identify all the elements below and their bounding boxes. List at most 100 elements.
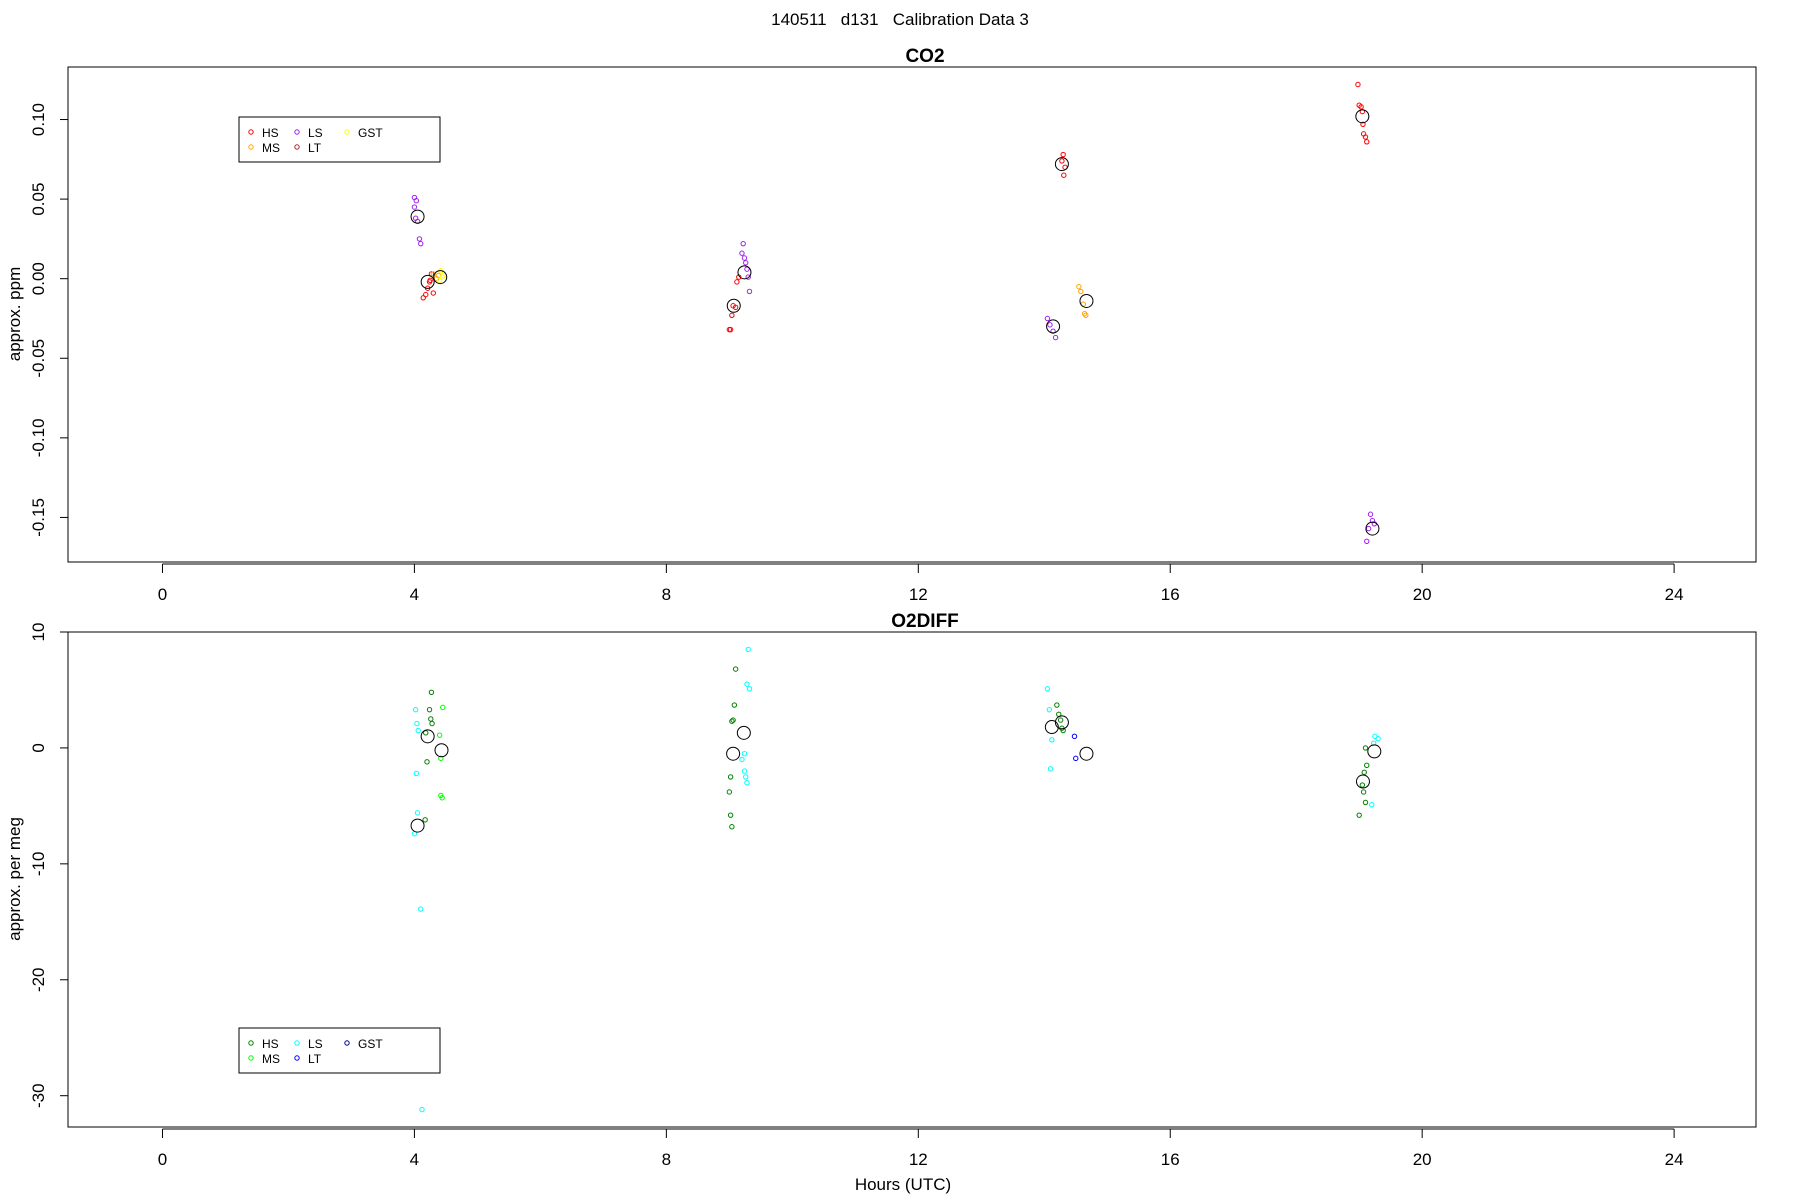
o2diff-legend-label-ms: MS bbox=[262, 1052, 280, 1066]
co2-y-axis: -0.15 -0.10 -0.05 0.00 0.05 0.10 bbox=[29, 103, 69, 537]
co2-point-hs bbox=[423, 291, 429, 298]
o2diff-legend-label-ls: LS bbox=[308, 1037, 323, 1051]
o2diff-point-hs bbox=[422, 817, 428, 823]
o2diff-point-ls bbox=[413, 770, 420, 777]
co2-point-hs bbox=[1059, 158, 1065, 164]
co2-legend-label-ls: LS bbox=[308, 126, 323, 140]
o2diff-point-ls bbox=[415, 727, 421, 734]
o2diff-point-ls bbox=[739, 756, 745, 763]
o2diff-panel: O2DIFF approx. per meg Hours (UTC) 0 4 8 12… bbox=[5, 611, 1757, 1194]
co2-point-ms bbox=[1083, 312, 1089, 318]
co2-y-tick-label: -0.15 bbox=[29, 498, 48, 537]
o2diff-point-hs bbox=[424, 759, 430, 765]
o2diff-legend-label-hs: HS bbox=[262, 1037, 279, 1051]
o2diff-point-ls bbox=[414, 810, 421, 816]
o2diff-point-hs bbox=[1362, 745, 1369, 751]
co2-point-ls bbox=[740, 240, 746, 247]
co2-x-tick-label: 0 bbox=[158, 585, 167, 604]
o2diff-y-axis: -30 -20 -10 0 10 bbox=[29, 623, 69, 1108]
co2-point-hs bbox=[732, 304, 739, 311]
co2-point-ls bbox=[741, 255, 748, 261]
o2diff-point-hs bbox=[1356, 812, 1362, 818]
o2diff-legend-swatch-lt bbox=[294, 1055, 300, 1061]
o2diff-mean-marker bbox=[736, 725, 751, 740]
o2diff-mean-markers bbox=[410, 715, 1382, 833]
o2diff-point-hs bbox=[730, 717, 736, 723]
o2diff-point-hs bbox=[729, 824, 735, 830]
co2-data-points bbox=[411, 81, 1378, 545]
co2-point-gst bbox=[439, 274, 445, 280]
o2diff-point-hs bbox=[423, 730, 429, 736]
co2-panel: CO2 approx. ppm 0 4 8 12 16 20 24 -0.15-0.10-0… bbox=[5, 46, 1757, 604]
co2-y-tick-label: 0.10 bbox=[29, 103, 48, 136]
co2-point-ls bbox=[1052, 334, 1059, 341]
o2diff-point-hs bbox=[1364, 762, 1370, 769]
o2diff-point-ls bbox=[746, 686, 753, 692]
o2diff-mean-marker bbox=[1054, 715, 1069, 730]
co2-mean-marker bbox=[1046, 319, 1061, 334]
co2-point-hs bbox=[729, 312, 735, 318]
co2-x-tick-label: 16 bbox=[1161, 585, 1180, 604]
co2-x-tick-label: 20 bbox=[1413, 585, 1432, 604]
o2diff-point-hs bbox=[726, 789, 733, 795]
co2-point-hs bbox=[727, 326, 734, 333]
co2-y-tick-label: 0.00 bbox=[29, 262, 48, 295]
o2diff-x-axis-label: Hours (UTC) bbox=[855, 1175, 951, 1194]
o2diff-point-ls bbox=[744, 681, 750, 687]
o2diff-point-hs bbox=[1360, 789, 1367, 795]
co2-point-hs bbox=[1364, 139, 1370, 145]
co2-point-hs bbox=[1360, 121, 1366, 127]
co2-mean-marker bbox=[726, 298, 741, 313]
co2-point-ls bbox=[1367, 511, 1374, 517]
co2-point-ls bbox=[1044, 315, 1051, 322]
o2diff-x-tick-label: 16 bbox=[1161, 1150, 1180, 1169]
o2diff-y-tick-label: -20 bbox=[29, 967, 48, 992]
co2-legend-label-hs: HS bbox=[262, 126, 279, 140]
o2diff-point-ms bbox=[440, 704, 446, 711]
o2diff-point-hs bbox=[426, 706, 433, 713]
co2-point-ls bbox=[743, 260, 749, 266]
co2-point-ms bbox=[1076, 283, 1082, 290]
o2diff-point-lt bbox=[1073, 755, 1079, 762]
o2diff-point-hs bbox=[1054, 702, 1060, 708]
o2diff-panel-title: O2DIFF bbox=[891, 611, 959, 632]
co2-point-hs bbox=[426, 279, 433, 285]
co2-point-hs bbox=[420, 295, 426, 301]
co2-legend-box bbox=[238, 116, 441, 163]
o2diff-point-ms bbox=[438, 792, 444, 799]
o2diff-point-hs bbox=[732, 666, 739, 672]
o2diff-point-ls bbox=[744, 780, 750, 786]
o2diff-point-ls bbox=[745, 646, 751, 653]
co2-point-ls bbox=[1364, 538, 1370, 545]
co2-point-hs bbox=[1362, 134, 1369, 140]
o2diff-legend-box bbox=[238, 1027, 441, 1074]
co2-y-tick-label: 0.05 bbox=[29, 183, 48, 216]
o2diff-point-hs bbox=[1057, 717, 1064, 723]
o2diff-legend-label-lt: LT bbox=[308, 1052, 322, 1066]
co2-point-hs bbox=[1061, 172, 1067, 178]
co2-legend-swatch-lt bbox=[294, 144, 300, 150]
o2diff-x-tick-label: 20 bbox=[1413, 1150, 1432, 1169]
o2diff-point-ls bbox=[1049, 737, 1055, 743]
co2-legend-swatch-gst bbox=[344, 129, 350, 135]
o2diff-mean-marker bbox=[420, 729, 435, 744]
co2-legend-swatch-ms bbox=[248, 144, 254, 150]
co2-legend-swatch-hs bbox=[248, 129, 254, 135]
o2diff-y-tick-label: 0 bbox=[29, 743, 48, 752]
o2diff-legend-swatch-ms bbox=[248, 1055, 254, 1061]
co2-point-ms bbox=[1078, 288, 1084, 295]
o2diff-x-tick-label: 4 bbox=[410, 1150, 419, 1169]
o2diff-mean-marker bbox=[1079, 746, 1094, 761]
o2diff-point-hs bbox=[429, 720, 435, 727]
co2-x-axis: 0 4 8 12 16 20 24 bbox=[158, 563, 1684, 604]
o2diff-point-lt bbox=[1071, 733, 1078, 740]
o2diff-legend-swatch-gst bbox=[344, 1040, 350, 1046]
co2-legend-label-ms: MS bbox=[262, 141, 280, 155]
co2-point-hs bbox=[1060, 151, 1066, 158]
o2diff-point-hs bbox=[727, 812, 734, 818]
o2diff-mean-marker bbox=[726, 746, 741, 761]
co2-point-ls bbox=[411, 204, 418, 210]
o2diff-point-ls bbox=[1046, 706, 1053, 713]
co2-point-hs bbox=[430, 290, 437, 296]
